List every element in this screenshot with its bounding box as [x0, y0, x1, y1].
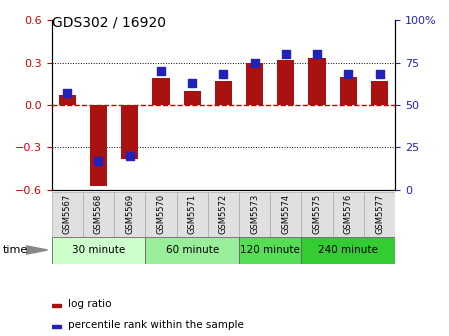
Bar [52, 304, 61, 307]
Bar [239, 192, 270, 237]
Text: GSM5569: GSM5569 [125, 194, 134, 234]
Bar [176, 192, 208, 237]
Text: GSM5576: GSM5576 [344, 194, 353, 234]
Bar [277, 60, 295, 105]
Bar [239, 237, 301, 264]
Point [64, 90, 71, 96]
Bar [52, 325, 61, 328]
Bar [364, 192, 395, 237]
Text: GSM5570: GSM5570 [156, 194, 165, 234]
Text: GSM5568: GSM5568 [94, 194, 103, 234]
Bar [145, 237, 239, 264]
Text: 120 minute: 120 minute [240, 245, 300, 255]
Point [189, 80, 196, 86]
Text: GSM5577: GSM5577 [375, 194, 384, 234]
Bar [184, 91, 201, 105]
Text: 240 minute: 240 minute [318, 245, 378, 255]
Bar [114, 192, 145, 237]
Point [282, 51, 290, 57]
Text: percentile rank within the sample: percentile rank within the sample [68, 320, 244, 330]
Text: GSM5567: GSM5567 [63, 194, 72, 234]
Point [376, 72, 383, 77]
Text: GSM5575: GSM5575 [313, 194, 321, 234]
Text: 30 minute: 30 minute [72, 245, 125, 255]
Bar [152, 78, 170, 105]
Text: time: time [2, 245, 27, 255]
Bar [270, 192, 301, 237]
Bar [301, 237, 395, 264]
Bar [208, 192, 239, 237]
Text: GSM5572: GSM5572 [219, 194, 228, 234]
Polygon shape [26, 246, 48, 254]
Bar [215, 81, 232, 105]
Bar [333, 192, 364, 237]
Point [313, 51, 321, 57]
Bar [308, 58, 326, 105]
Bar [145, 192, 176, 237]
Text: GSM5571: GSM5571 [188, 194, 197, 234]
Bar [83, 192, 114, 237]
Bar [52, 192, 83, 237]
Text: log ratio: log ratio [68, 299, 111, 309]
Bar [340, 77, 357, 105]
Point [157, 69, 164, 74]
Bar [52, 237, 145, 264]
Text: 60 minute: 60 minute [166, 245, 219, 255]
Point [126, 153, 133, 159]
Point [345, 72, 352, 77]
Point [251, 60, 258, 65]
Point [95, 158, 102, 164]
Point [220, 72, 227, 77]
Bar [371, 81, 388, 105]
Text: GDS302 / 16920: GDS302 / 16920 [52, 15, 166, 29]
Text: GSM5574: GSM5574 [282, 194, 291, 234]
Bar [246, 62, 263, 105]
Text: GSM5573: GSM5573 [250, 194, 259, 234]
Bar [59, 95, 76, 105]
Bar [301, 192, 333, 237]
Bar [90, 105, 107, 185]
Bar [121, 105, 138, 159]
